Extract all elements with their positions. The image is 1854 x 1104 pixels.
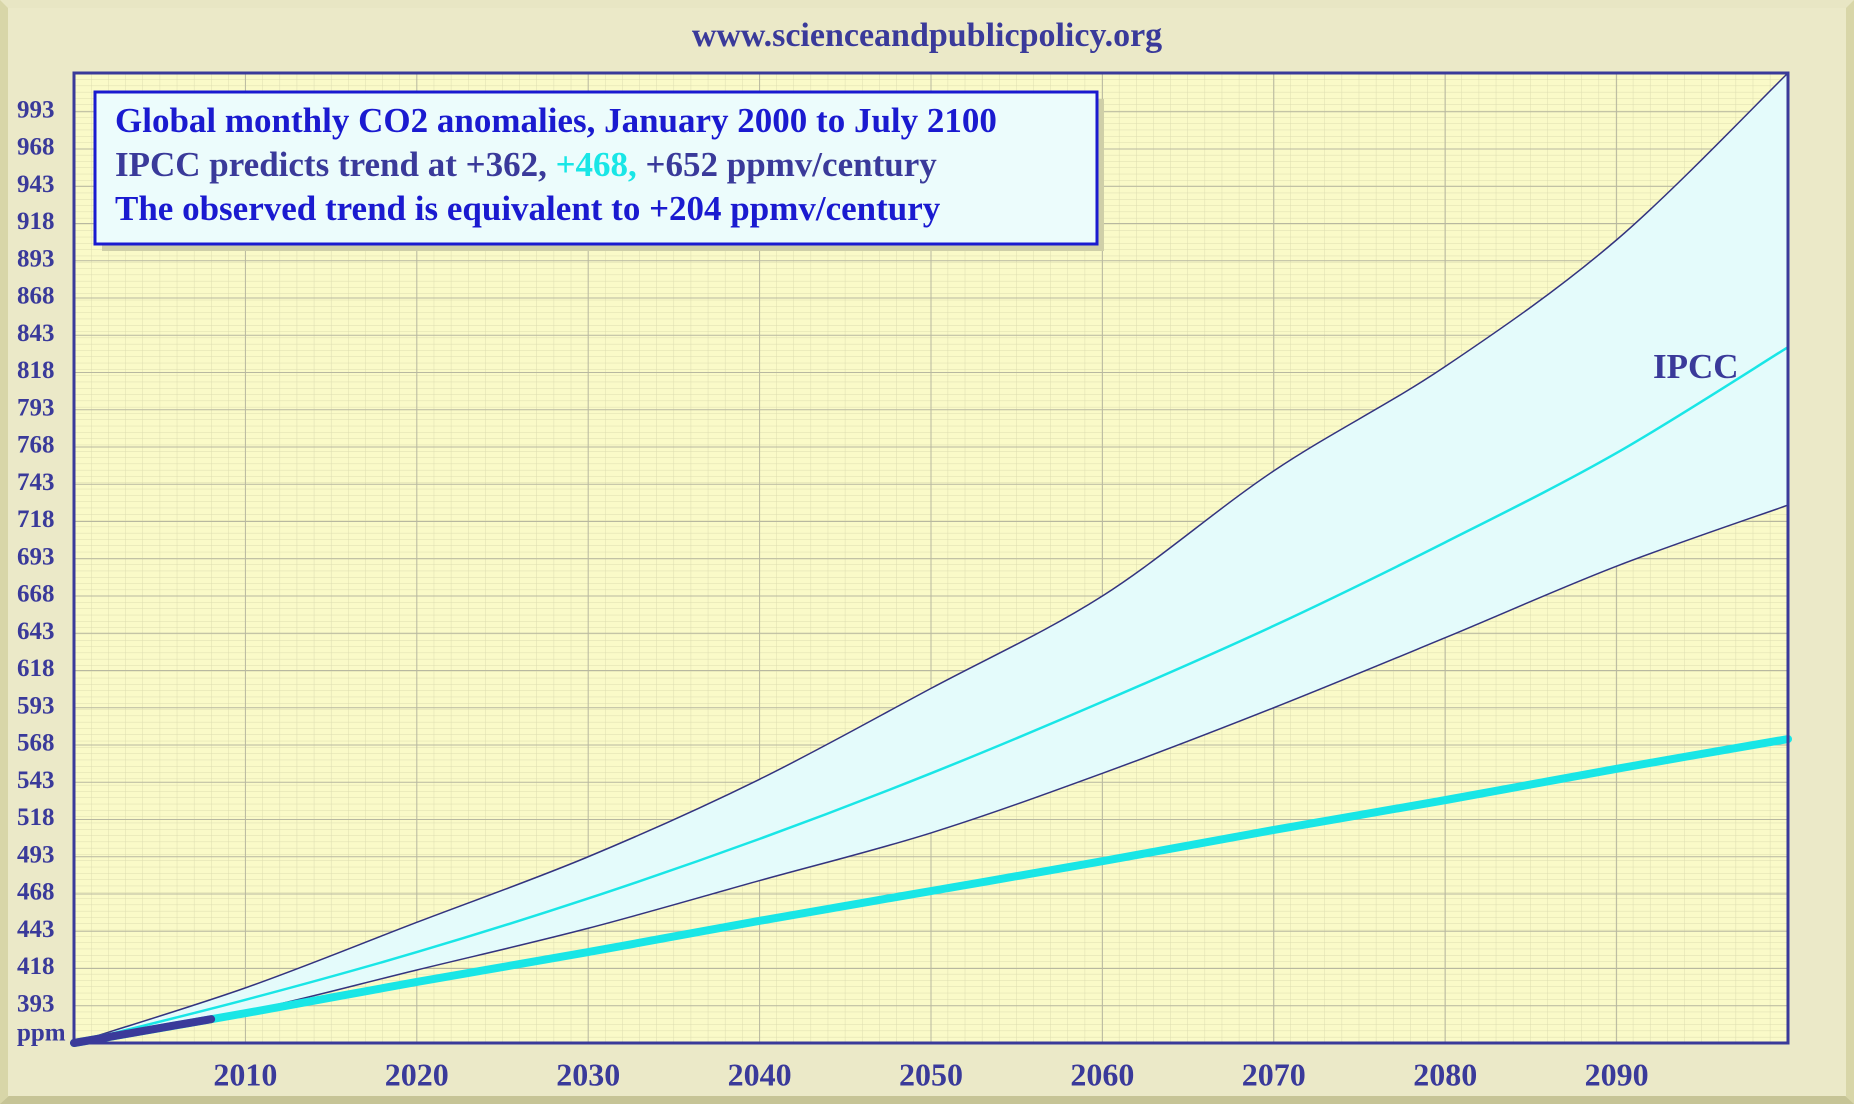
x-tick-label: 2060 — [1070, 1056, 1134, 1092]
x-tick-label: 2050 — [899, 1056, 963, 1092]
y-tick-label: 943 — [17, 171, 55, 198]
series-line — [73, 72, 1789, 1044]
annotation-part: +468, — [556, 145, 637, 184]
annotation: IPCC predicts trend at +362, +468, +652 … — [115, 145, 937, 184]
annotation-part: IPCC predicts trend at +362, — [115, 145, 556, 184]
y-tick-label: ppm — [17, 1020, 66, 1047]
header: www.scienceandpublicpolicy.org — [692, 17, 1162, 54]
series-label: IPCC — [1653, 347, 1739, 386]
x-tick-label: 2090 — [1585, 1056, 1649, 1092]
x-tick-label: 2070 — [1242, 1056, 1306, 1092]
y-tick-label: 443 — [17, 916, 55, 943]
y-tick-label: 718 — [17, 506, 55, 533]
annotation: Global monthly CO2 anomalies, January 20… — [115, 101, 997, 140]
y-tick-label: 893 — [17, 245, 55, 272]
x-tick-label: 2020 — [385, 1056, 449, 1092]
ipcc-band — [74, 73, 1788, 1043]
annotation-part: +652 ppmv/century — [637, 145, 937, 184]
y-tick-label: 618 — [17, 655, 55, 682]
y-tick-label: 993 — [17, 96, 55, 123]
annotation: The observed trend is equivalent to +204… — [115, 189, 941, 228]
x-tick-label: 2040 — [728, 1056, 792, 1092]
y-tick-label: 743 — [17, 469, 55, 496]
series-line — [70, 735, 1792, 1047]
series-line — [72, 345, 1790, 1045]
axes: ppm 393 418 443 468 493 518 543 568 593 618 643 668 6… — [17, 96, 1649, 1092]
y-tick-label: 593 — [17, 692, 55, 719]
x-tick-label: 2030 — [556, 1056, 620, 1092]
x-tick-label: 2010 — [213, 1056, 277, 1092]
y-tick-label: 693 — [17, 543, 55, 570]
y-tick-label: 643 — [17, 618, 55, 645]
y-tick-label: 493 — [17, 841, 55, 868]
annotation-part: Global monthly CO2 anomalies, January 20… — [115, 101, 997, 140]
annotation-part: The observed trend is equivalent to +204… — [115, 189, 941, 228]
annotations: Global monthly CO2 anomalies, January 20… — [115, 101, 997, 228]
y-tick-label: 868 — [17, 283, 55, 310]
series-line — [70, 1015, 216, 1047]
y-tick-label: 918 — [17, 208, 55, 235]
y-tick-label: 793 — [17, 394, 55, 421]
x-tick-label: 2080 — [1413, 1056, 1477, 1092]
plot-border — [72, 71, 1790, 1045]
y-tick-label: 843 — [17, 320, 55, 347]
y-tick-label: 418 — [17, 953, 55, 980]
y-tick-label: 393 — [17, 990, 55, 1017]
y-tick-label: 468 — [17, 879, 55, 906]
y-tick-label: 543 — [17, 767, 55, 794]
lines — [70, 72, 1792, 1047]
annotation-box — [93, 90, 1099, 246]
y-tick-label: 768 — [17, 432, 55, 459]
y-tick-label: 568 — [17, 730, 55, 757]
series-line — [73, 504, 1789, 1044]
y-tick-label: 518 — [17, 804, 55, 831]
y-tick-label: 968 — [17, 134, 55, 161]
y-tick-label: 818 — [17, 357, 55, 384]
y-tick-label: 668 — [17, 581, 55, 608]
